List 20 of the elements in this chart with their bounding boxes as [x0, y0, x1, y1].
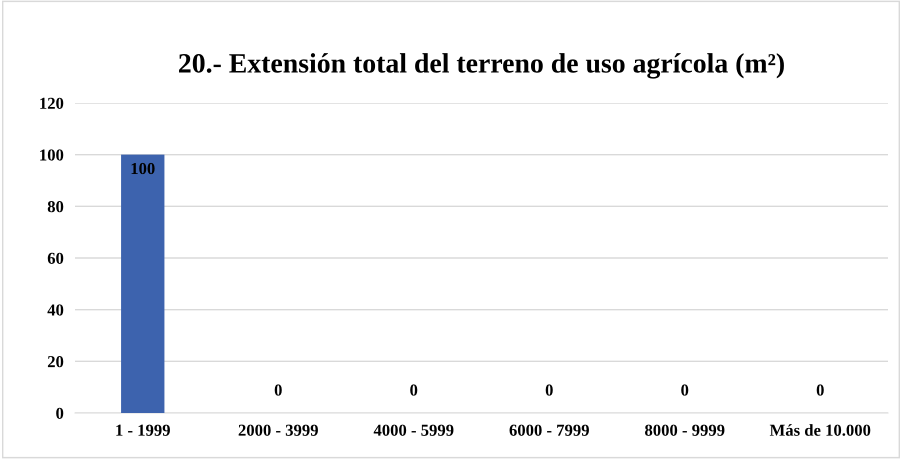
- data-label: 0: [546, 384, 553, 396]
- data-label: 0: [681, 384, 688, 396]
- data-label: 0: [410, 384, 418, 396]
- x-tick-label: Más de 10.000: [770, 424, 870, 436]
- y-tick-label: 100: [40, 149, 64, 161]
- y-tick-label: 20: [48, 356, 64, 368]
- x-tick-label: 8000 - 9999: [645, 424, 724, 436]
- data-label: 100: [132, 162, 155, 174]
- y-tick-label: 60: [48, 252, 64, 264]
- y-tick-label: 80: [48, 201, 64, 212]
- y-tick-label: 120: [40, 98, 64, 109]
- chart-title: 20.- Extensión total del terreno de uso agrícola (m²): [179, 53, 784, 79]
- x-tick-label: 2000 - 3999: [238, 424, 318, 436]
- x-tick-label: 1 - 1999: [116, 424, 170, 436]
- x-tick-label: 4000 - 5999: [374, 424, 454, 436]
- x-tick-label: 6000 - 7999: [510, 424, 589, 436]
- data-label: 0: [274, 384, 282, 396]
- y-tick-label: 40: [47, 304, 64, 316]
- y-tick-label: 0: [56, 408, 64, 419]
- data-label: 0: [816, 384, 824, 396]
